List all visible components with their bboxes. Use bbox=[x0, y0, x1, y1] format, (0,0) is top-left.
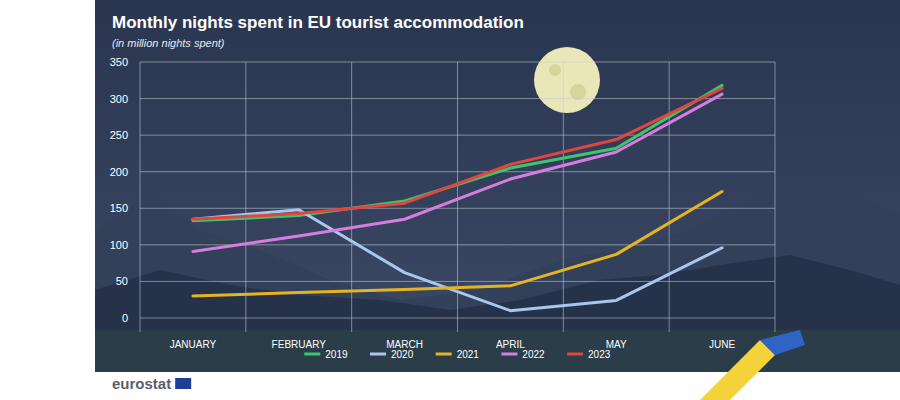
tick-label: 100 bbox=[110, 239, 128, 251]
tick-label: 300 bbox=[110, 93, 128, 105]
legend-swatch bbox=[436, 353, 452, 356]
series-line bbox=[193, 210, 722, 311]
category-label: APRIL bbox=[496, 339, 525, 350]
subtitle: (in million nights spent) bbox=[112, 37, 225, 49]
band-line bbox=[140, 62, 141, 332]
tick-label: 0 bbox=[122, 312, 128, 324]
mountain-front bbox=[95, 255, 900, 372]
series-line bbox=[193, 94, 722, 251]
legend-swatch bbox=[370, 353, 386, 356]
legend-label: 2023 bbox=[588, 349, 611, 360]
series-line bbox=[193, 191, 722, 296]
lines bbox=[193, 85, 722, 310]
series-line bbox=[193, 88, 722, 219]
mountain-back bbox=[95, 180, 900, 372]
tick-label: 200 bbox=[110, 166, 128, 178]
legend-item: 2023 bbox=[567, 349, 611, 360]
eu-flag bbox=[175, 378, 191, 389]
tick-label: 350 bbox=[110, 56, 128, 68]
legend-item: 2019 bbox=[304, 349, 348, 360]
tick-label: 150 bbox=[110, 202, 128, 214]
band-line bbox=[245, 62, 246, 332]
band-line bbox=[669, 62, 670, 332]
legend-item: 2021 bbox=[436, 349, 480, 360]
chart: Monthly nights spent in EU tourist accom… bbox=[0, 0, 900, 400]
category-label: JANUARY bbox=[170, 339, 217, 350]
source: eurostat bbox=[112, 375, 171, 392]
legend: 2019 2020 2021 2022 2023 bbox=[304, 349, 610, 360]
legend-swatch bbox=[501, 353, 517, 356]
band-line bbox=[563, 62, 564, 332]
band-line bbox=[775, 62, 776, 332]
category-label: JUNE bbox=[709, 339, 735, 350]
ground bbox=[95, 330, 900, 372]
title: Monthly nights spent in EU tourist accom… bbox=[112, 13, 524, 32]
tick-label: 50 bbox=[116, 275, 128, 287]
legend-label: 2022 bbox=[522, 349, 545, 360]
category-label: FEBRUARY bbox=[272, 339, 327, 350]
moon-crater bbox=[570, 84, 586, 100]
legend-swatch bbox=[567, 353, 583, 356]
legend-label: 2019 bbox=[325, 349, 348, 360]
moon-crater bbox=[549, 64, 561, 76]
decor-yellow bbox=[700, 340, 775, 400]
tick-label: 250 bbox=[110, 129, 128, 141]
legend-swatch bbox=[304, 353, 320, 356]
legend-item: 2022 bbox=[501, 349, 545, 360]
moon bbox=[534, 47, 600, 113]
legend-item: 2020 bbox=[370, 349, 414, 360]
legend-label: 2020 bbox=[391, 349, 414, 360]
panel-background bbox=[95, 0, 900, 372]
decor-blue bbox=[760, 330, 805, 355]
legend-label: 2021 bbox=[457, 349, 480, 360]
